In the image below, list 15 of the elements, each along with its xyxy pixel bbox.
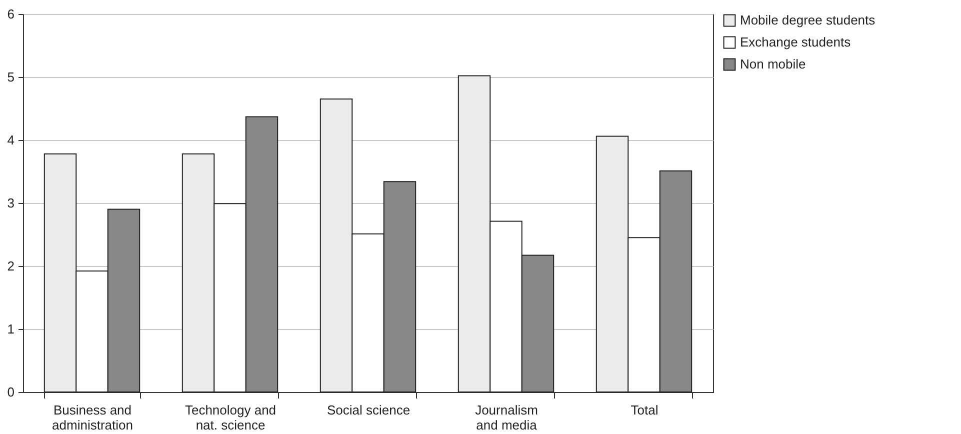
legend-label: Mobile degree students	[740, 12, 876, 28]
y-tick-label: 6	[7, 6, 14, 22]
legend-label: Exchange students	[740, 34, 852, 50]
x-tick-label: Journalism and media	[475, 402, 538, 432]
x-tick-label: Business and administration	[52, 402, 133, 432]
y-tick-label: 2	[7, 258, 14, 274]
x-tick-label: Technology and nat. science	[184, 402, 276, 432]
y-tick-label: 5	[7, 70, 14, 84]
y-tick-label: 4	[7, 132, 14, 148]
x-tick-label: Social science	[326, 402, 410, 418]
y-tick-label: 3	[7, 196, 14, 210]
y-tick-label: 1	[7, 322, 14, 336]
legend-label: Non mobile	[740, 56, 806, 72]
x-tick-label: Total	[630, 402, 658, 418]
y-tick-label: 0	[7, 384, 14, 400]
